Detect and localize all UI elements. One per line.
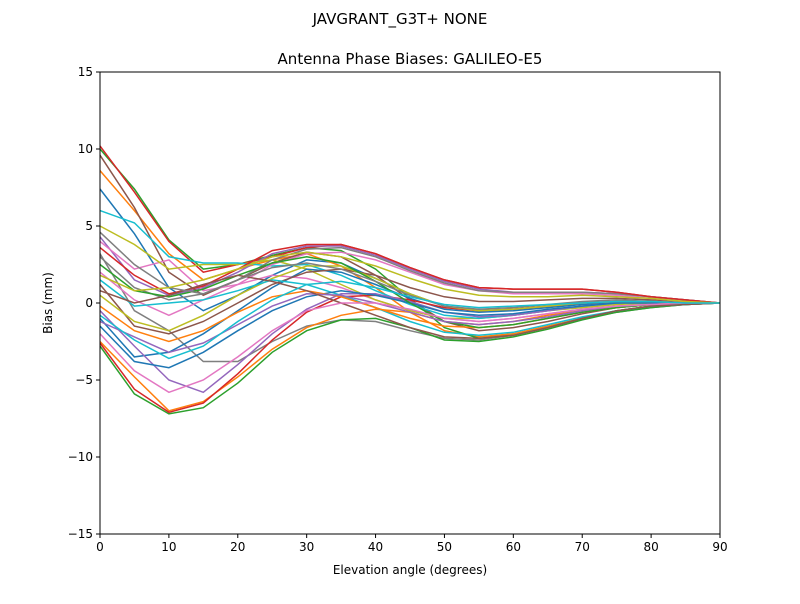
x-tick-label: 50 [437, 540, 452, 554]
y-tick-label: 10 [78, 142, 93, 156]
x-tick-label: 0 [96, 540, 104, 554]
y-tick-label: −10 [68, 450, 93, 464]
series-line-8 [99, 225, 720, 320]
series-line-27 [99, 231, 720, 310]
chart-title: Antenna Phase Biases: GALILEO-E5 [278, 50, 543, 68]
x-tick-label: 40 [368, 540, 383, 554]
series-line-25 [99, 274, 721, 340]
series-lines [99, 145, 721, 415]
x-tick-label: 70 [575, 540, 590, 554]
series-line-15 [99, 268, 721, 335]
series-line-29 [99, 280, 720, 360]
x-axis: 0 10 20 30 40 50 60 70 80 90 [96, 534, 728, 554]
x-tick-label: 60 [506, 540, 521, 554]
x-tick-label: 10 [161, 540, 176, 554]
y-tick-label: 5 [85, 219, 93, 233]
x-axis-label: Elevation angle (degrees) [333, 563, 487, 577]
y-tick-label: 0 [85, 296, 93, 310]
y-tick-label: −5 [75, 373, 93, 387]
x-tick-label: 90 [712, 540, 727, 554]
series-line-3 [99, 145, 721, 304]
x-tick-label: 20 [230, 540, 245, 554]
x-tick-label: 30 [299, 540, 314, 554]
y-tick-label: 15 [78, 65, 93, 79]
chart-suptitle: JAVGRANT_G3T+ NONE [312, 10, 488, 29]
series-line-28 [99, 251, 721, 304]
series-line-26 [99, 302, 720, 394]
series-line-23 [99, 243, 721, 304]
y-axis-label: Bias (mm) [41, 272, 55, 334]
y-axis: −15 −10 −5 0 5 10 15 [68, 65, 100, 541]
x-tick-label: 80 [643, 540, 658, 554]
series-line-22 [99, 256, 720, 329]
y-tick-label: −15 [68, 527, 93, 541]
